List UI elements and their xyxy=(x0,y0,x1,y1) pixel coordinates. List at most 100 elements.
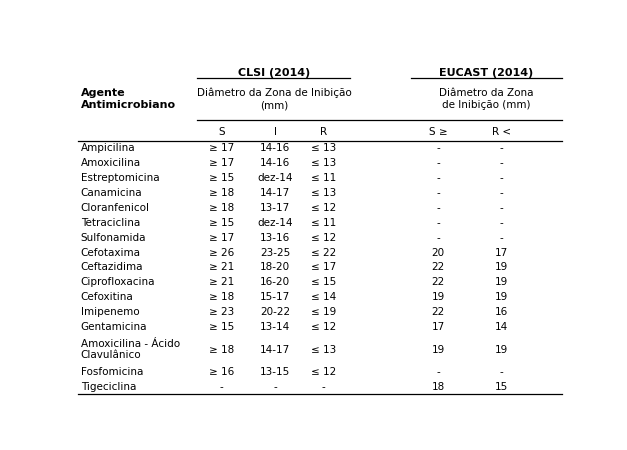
Text: S: S xyxy=(218,127,225,137)
Text: 14-17: 14-17 xyxy=(260,188,290,198)
Text: -: - xyxy=(436,188,440,198)
Text: ≤ 12: ≤ 12 xyxy=(311,367,337,377)
Text: 20: 20 xyxy=(431,248,445,257)
Text: ≥ 26: ≥ 26 xyxy=(209,248,234,257)
Text: 13-17: 13-17 xyxy=(260,203,290,213)
Text: Amoxicilina: Amoxicilina xyxy=(81,158,141,168)
Text: CLSI (2014): CLSI (2014) xyxy=(238,68,310,78)
Text: ≤ 11: ≤ 11 xyxy=(311,218,337,228)
Text: Diâmetro da Zona de Inibição
(mm): Diâmetro da Zona de Inibição (mm) xyxy=(197,88,351,110)
Text: EUCAST (2014): EUCAST (2014) xyxy=(440,68,534,78)
Text: R: R xyxy=(320,127,327,137)
Text: ≥ 21: ≥ 21 xyxy=(209,277,234,288)
Text: 17: 17 xyxy=(431,322,445,332)
Text: 20-22: 20-22 xyxy=(260,307,290,317)
Text: ≤ 11: ≤ 11 xyxy=(311,173,337,183)
Text: -: - xyxy=(436,367,440,377)
Text: Tigeciclina: Tigeciclina xyxy=(81,382,136,392)
Text: 13-15: 13-15 xyxy=(260,367,290,377)
Text: Imipenemo: Imipenemo xyxy=(81,307,139,317)
Text: ≤ 13: ≤ 13 xyxy=(311,143,337,153)
Text: I: I xyxy=(273,127,277,137)
Text: ≥ 18: ≥ 18 xyxy=(209,203,234,213)
Text: ≥ 18: ≥ 18 xyxy=(209,345,234,355)
Text: 14: 14 xyxy=(495,322,508,332)
Text: Sulfonamida: Sulfonamida xyxy=(81,233,146,243)
Text: 22: 22 xyxy=(431,307,445,317)
Text: -: - xyxy=(220,382,224,392)
Text: ≤ 12: ≤ 12 xyxy=(311,203,337,213)
Text: ≥ 15: ≥ 15 xyxy=(209,218,234,228)
Text: 15-17: 15-17 xyxy=(260,292,290,302)
Text: ≥ 15: ≥ 15 xyxy=(209,173,234,183)
Text: 19: 19 xyxy=(495,292,508,302)
Text: -: - xyxy=(273,382,277,392)
Text: 13-16: 13-16 xyxy=(260,233,290,243)
Text: ≤ 13: ≤ 13 xyxy=(311,345,337,355)
Text: ≤ 14: ≤ 14 xyxy=(311,292,337,302)
Text: Tetraciclina: Tetraciclina xyxy=(81,218,140,228)
Text: ≥ 18: ≥ 18 xyxy=(209,292,234,302)
Text: 16-20: 16-20 xyxy=(260,277,290,288)
Text: ≥ 17: ≥ 17 xyxy=(209,233,234,243)
Text: 19: 19 xyxy=(495,277,508,288)
Text: Cloranfenicol: Cloranfenicol xyxy=(81,203,150,213)
Text: Cefoxitina: Cefoxitina xyxy=(81,292,134,302)
Text: ≥ 17: ≥ 17 xyxy=(209,158,234,168)
Text: Diâmetro da Zona
de Inibição (mm): Diâmetro da Zona de Inibição (mm) xyxy=(440,88,534,110)
Text: ≤ 12: ≤ 12 xyxy=(311,322,337,332)
Text: dez-14: dez-14 xyxy=(258,173,293,183)
Text: ≥ 21: ≥ 21 xyxy=(209,262,234,272)
Text: 14-17: 14-17 xyxy=(260,345,290,355)
Text: 22: 22 xyxy=(431,262,445,272)
Text: ≥ 17: ≥ 17 xyxy=(209,143,234,153)
Text: Amoxicilina - Ácido
Clavulânico: Amoxicilina - Ácido Clavulânico xyxy=(81,339,180,360)
Text: 17: 17 xyxy=(495,248,508,257)
Text: -: - xyxy=(436,233,440,243)
Text: ≥ 18: ≥ 18 xyxy=(209,188,234,198)
Text: -: - xyxy=(436,173,440,183)
Text: Canamicina: Canamicina xyxy=(81,188,142,198)
Text: 19: 19 xyxy=(495,345,508,355)
Text: Gentamicina: Gentamicina xyxy=(81,322,147,332)
Text: S ≥: S ≥ xyxy=(429,127,447,137)
Text: Fosfomicina: Fosfomicina xyxy=(81,367,143,377)
Text: 23-25: 23-25 xyxy=(260,248,290,257)
Text: 13-14: 13-14 xyxy=(260,322,290,332)
Text: 18: 18 xyxy=(431,382,445,392)
Text: -: - xyxy=(499,233,503,243)
Text: Cefotaxima: Cefotaxima xyxy=(81,248,141,257)
Text: R <: R < xyxy=(492,127,511,137)
Text: ≥ 16: ≥ 16 xyxy=(209,367,234,377)
Text: -: - xyxy=(499,143,503,153)
Text: ≤ 12: ≤ 12 xyxy=(311,233,337,243)
Text: ≥ 15: ≥ 15 xyxy=(209,322,234,332)
Text: ≥ 23: ≥ 23 xyxy=(209,307,234,317)
Text: -: - xyxy=(499,158,503,168)
Text: Ciprofloxacina: Ciprofloxacina xyxy=(81,277,155,288)
Text: 22: 22 xyxy=(431,277,445,288)
Text: -: - xyxy=(436,203,440,213)
Text: Ampicilina: Ampicilina xyxy=(81,143,135,153)
Text: 19: 19 xyxy=(431,292,445,302)
Text: -: - xyxy=(499,367,503,377)
Text: -: - xyxy=(436,158,440,168)
Text: -: - xyxy=(499,218,503,228)
Text: 14-16: 14-16 xyxy=(260,143,290,153)
Text: dez-14: dez-14 xyxy=(258,218,293,228)
Text: Ceftazidima: Ceftazidima xyxy=(81,262,144,272)
Text: 18-20: 18-20 xyxy=(260,262,290,272)
Text: 19: 19 xyxy=(431,345,445,355)
Text: -: - xyxy=(436,218,440,228)
Text: ≤ 15: ≤ 15 xyxy=(311,277,337,288)
Text: ≤ 19: ≤ 19 xyxy=(311,307,337,317)
Text: -: - xyxy=(436,143,440,153)
Text: ≤ 13: ≤ 13 xyxy=(311,158,337,168)
Text: 16: 16 xyxy=(495,307,508,317)
Text: 15: 15 xyxy=(495,382,508,392)
Text: 19: 19 xyxy=(495,262,508,272)
Text: -: - xyxy=(499,173,503,183)
Text: Agente
Antimicrobiano: Agente Antimicrobiano xyxy=(81,88,176,110)
Text: ≤ 17: ≤ 17 xyxy=(311,262,337,272)
Text: Estreptomicina: Estreptomicina xyxy=(81,173,159,183)
